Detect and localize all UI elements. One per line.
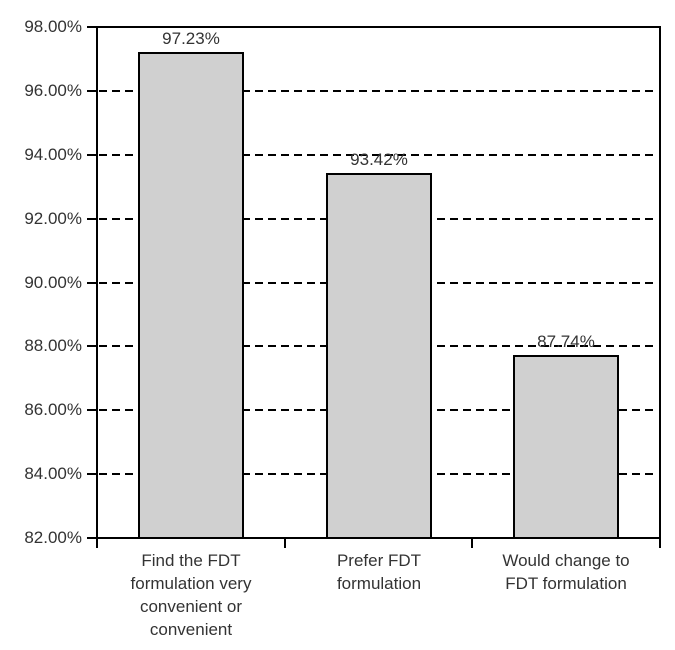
- x-tick-mark: [96, 539, 98, 548]
- bar: [513, 355, 619, 539]
- y-tick-mark: [87, 537, 96, 539]
- x-tick-mark: [471, 539, 473, 548]
- y-tick-mark: [87, 345, 96, 347]
- x-axis-category-label: Would change to FDT formulation: [502, 551, 630, 593]
- bar-value-label: 87.74%: [537, 332, 595, 351]
- bar-value-label: 97.23%: [162, 29, 220, 48]
- y-tick-mark: [87, 473, 96, 475]
- plot-border-top: [96, 26, 661, 28]
- bar-value-label: 93.42%: [350, 150, 408, 169]
- y-tick-mark: [87, 218, 96, 220]
- y-tick-mark: [87, 154, 96, 156]
- y-tick-mark: [87, 90, 96, 92]
- y-tick-mark: [87, 26, 96, 28]
- y-axis-line: [96, 26, 98, 539]
- bar: [138, 52, 244, 539]
- gridline: [99, 90, 658, 92]
- y-tick-mark: [87, 282, 96, 284]
- y-axis-tick-label: 88.00%: [24, 336, 82, 355]
- y-axis-tick-label: 84.00%: [24, 464, 82, 483]
- x-tick-mark: [659, 539, 661, 548]
- y-axis-tick-label: 82.00%: [24, 528, 82, 547]
- bar: [326, 173, 432, 539]
- y-axis-tick-label: 96.00%: [24, 81, 82, 100]
- x-axis-category-label: Prefer FDT formulation: [336, 551, 422, 593]
- y-axis-tick-label: 98.00%: [24, 17, 82, 36]
- y-axis-tick-label: 94.00%: [24, 145, 82, 164]
- plot-border-bottom: [96, 537, 661, 539]
- y-axis-tick-label: 86.00%: [24, 400, 82, 419]
- plot-border-right: [659, 26, 661, 539]
- y-tick-mark: [87, 409, 96, 411]
- x-axis-category-label: Find the FDT formulation very convenient…: [130, 551, 252, 639]
- y-axis-tick-label: 92.00%: [24, 209, 82, 228]
- gridline: [99, 154, 658, 156]
- y-axis-tick-label: 90.00%: [24, 273, 82, 292]
- x-tick-mark: [284, 539, 286, 548]
